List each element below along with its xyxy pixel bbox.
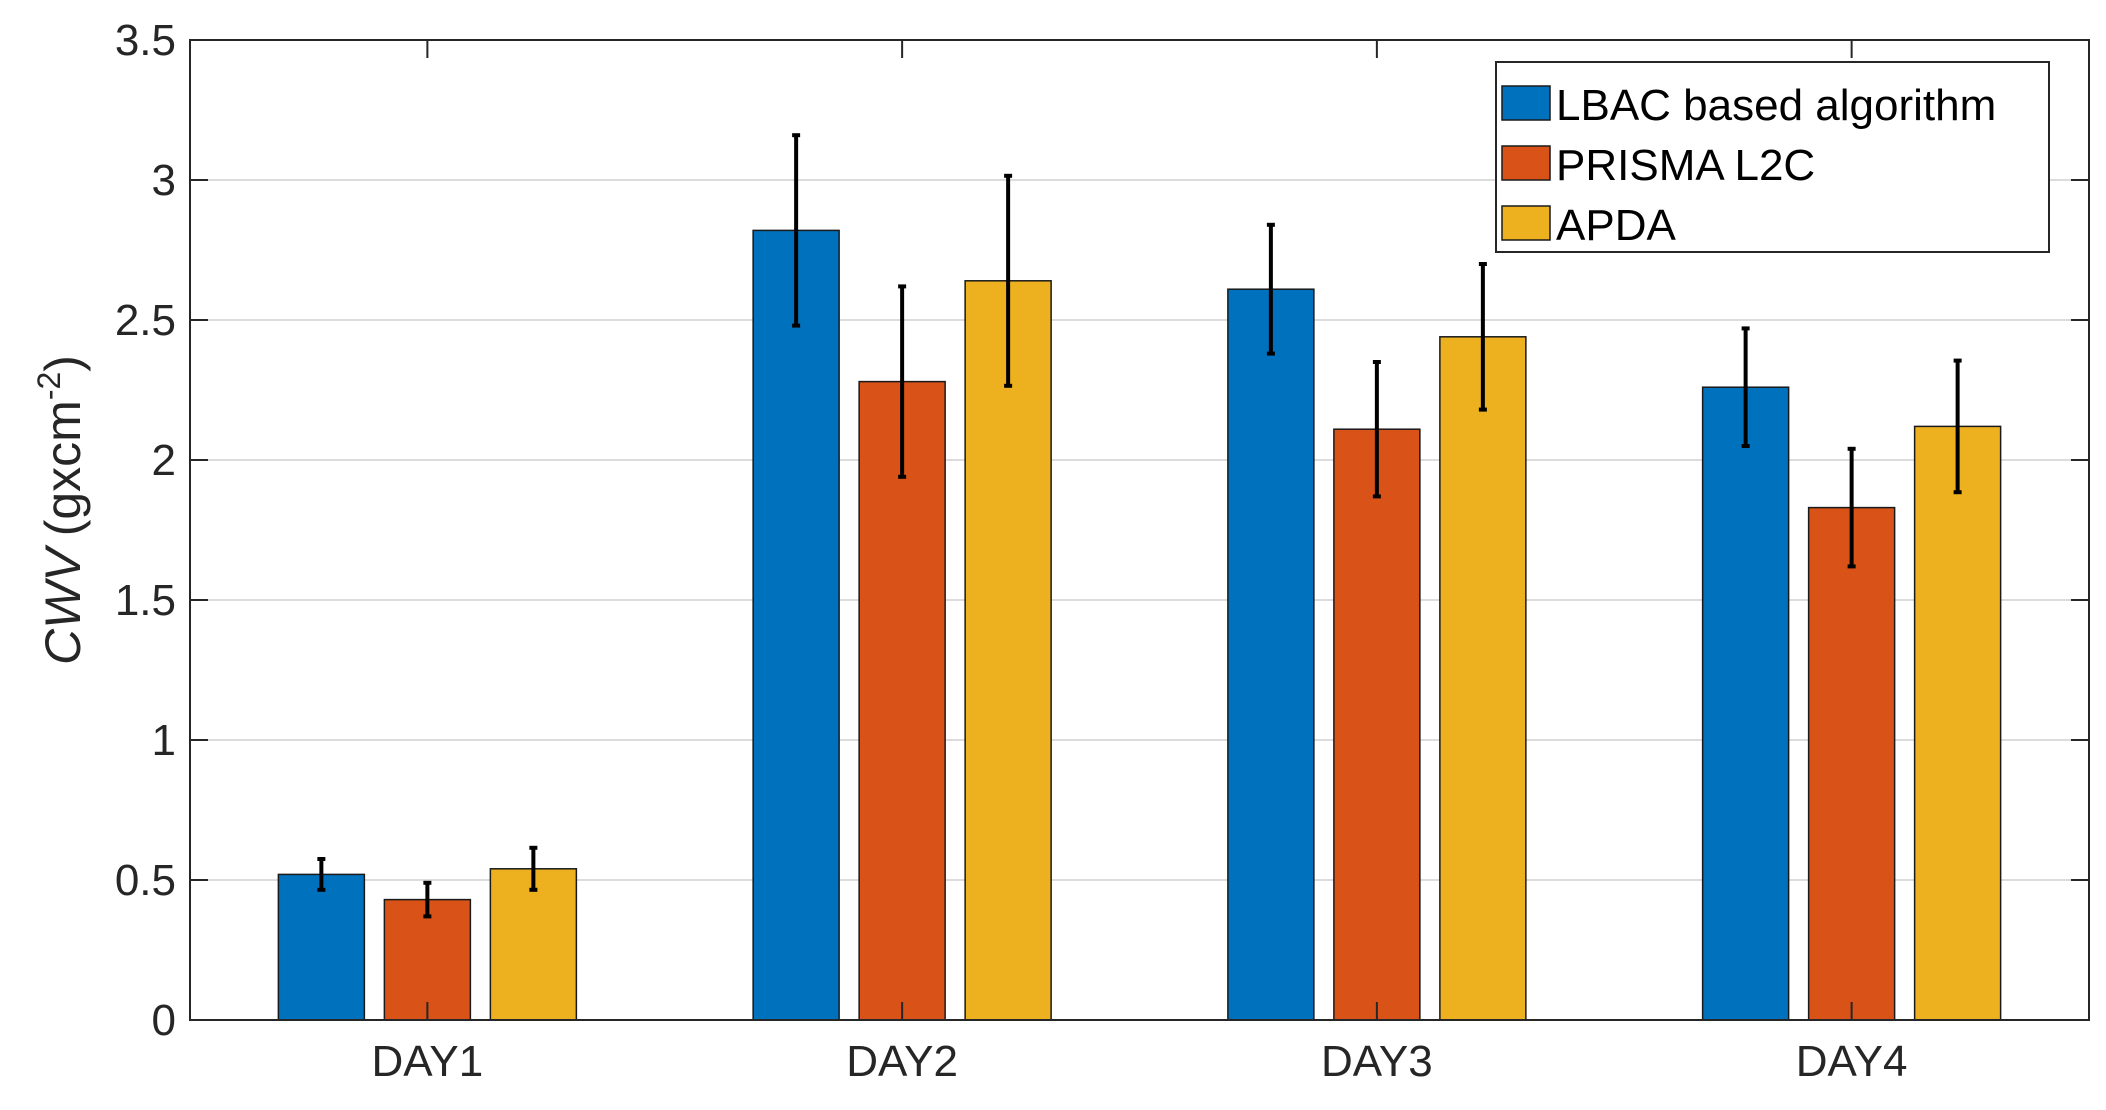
error-bar — [898, 284, 907, 479]
y-tick-label: 0.5 — [115, 856, 176, 905]
bar-apda-day4 — [1913, 425, 2002, 1021]
plot-frame — [189, 39, 2090, 1021]
x-tick-label: DAY3 — [1321, 1037, 1433, 1086]
error-bar — [1847, 446, 1856, 569]
bar-apda-day3 — [1439, 336, 1527, 1021]
x-tick-label: DAY4 — [1796, 1037, 1908, 1086]
error-bar — [529, 845, 538, 892]
bar-prisma-l2c-day4 — [1807, 506, 1896, 1021]
y-tick-label: 1.5 — [115, 576, 176, 625]
axes — [189, 39, 2090, 1021]
error-bar — [1372, 360, 1381, 499]
y-gridlines — [190, 179, 2089, 881]
y-axis-label-variable: CWV — [35, 544, 91, 665]
bar-lbac-based-algorithm-day1 — [277, 873, 366, 1021]
legend-label: PRISMA L2C — [1556, 141, 1815, 190]
y-tick-label: 2 — [152, 436, 176, 485]
legend-swatch — [1501, 85, 1551, 121]
y-axis-label-unit: (gxcm — [35, 400, 91, 536]
bars — [277, 229, 2002, 1021]
y-tick-label: 0 — [152, 996, 176, 1045]
x-tick-label: DAY1 — [372, 1037, 484, 1086]
bar-prisma-l2c-day3 — [1333, 428, 1421, 1021]
legend-box — [1495, 61, 2050, 253]
y-tick-label: 1 — [152, 716, 176, 765]
y-tick-label: 3 — [152, 156, 176, 205]
legend-swatch — [1501, 145, 1551, 181]
y-tick-label: 2.5 — [115, 296, 176, 345]
error-bar — [423, 880, 432, 919]
legend-swatch — [1501, 205, 1551, 241]
error-bar — [1004, 173, 1013, 388]
y-axis-label: CWV (gxcm-2) — [31, 355, 91, 665]
legend-label: LBAC based algorithm — [1556, 81, 1996, 130]
y-axis-label-close: ) — [35, 355, 91, 372]
bar-apda-day2 — [964, 280, 1052, 1021]
y-axis-label-exponent: -2 — [31, 372, 67, 400]
x-tick-label: DAY2 — [846, 1037, 958, 1086]
error-bar — [317, 857, 326, 892]
legend: LBAC based algorithm PRISMA L2C APDA — [1495, 61, 2050, 253]
error-bar — [1953, 358, 1962, 495]
bar-lbac-based-algorithm-day4 — [1701, 386, 1790, 1021]
bar-prisma-l2c-day2 — [858, 380, 946, 1021]
error-bar — [1741, 326, 1750, 448]
error-bars — [317, 133, 1962, 919]
error-bar — [792, 133, 801, 328]
bar-lbac-based-algorithm-day3 — [1227, 288, 1315, 1021]
bar-lbac-based-algorithm-day2 — [752, 229, 840, 1021]
bar-apda-day1 — [489, 868, 578, 1021]
legend-label: APDA — [1556, 201, 1676, 250]
y-tick-label: 3.5 — [115, 16, 176, 65]
error-bar — [1478, 262, 1487, 412]
error-bar — [1266, 222, 1275, 356]
tick-labels: 0 0.5 1 1.5 2 2.5 3 3.5 DAY1 DAY2 DAY3 DAY4 — [115, 16, 1908, 1086]
